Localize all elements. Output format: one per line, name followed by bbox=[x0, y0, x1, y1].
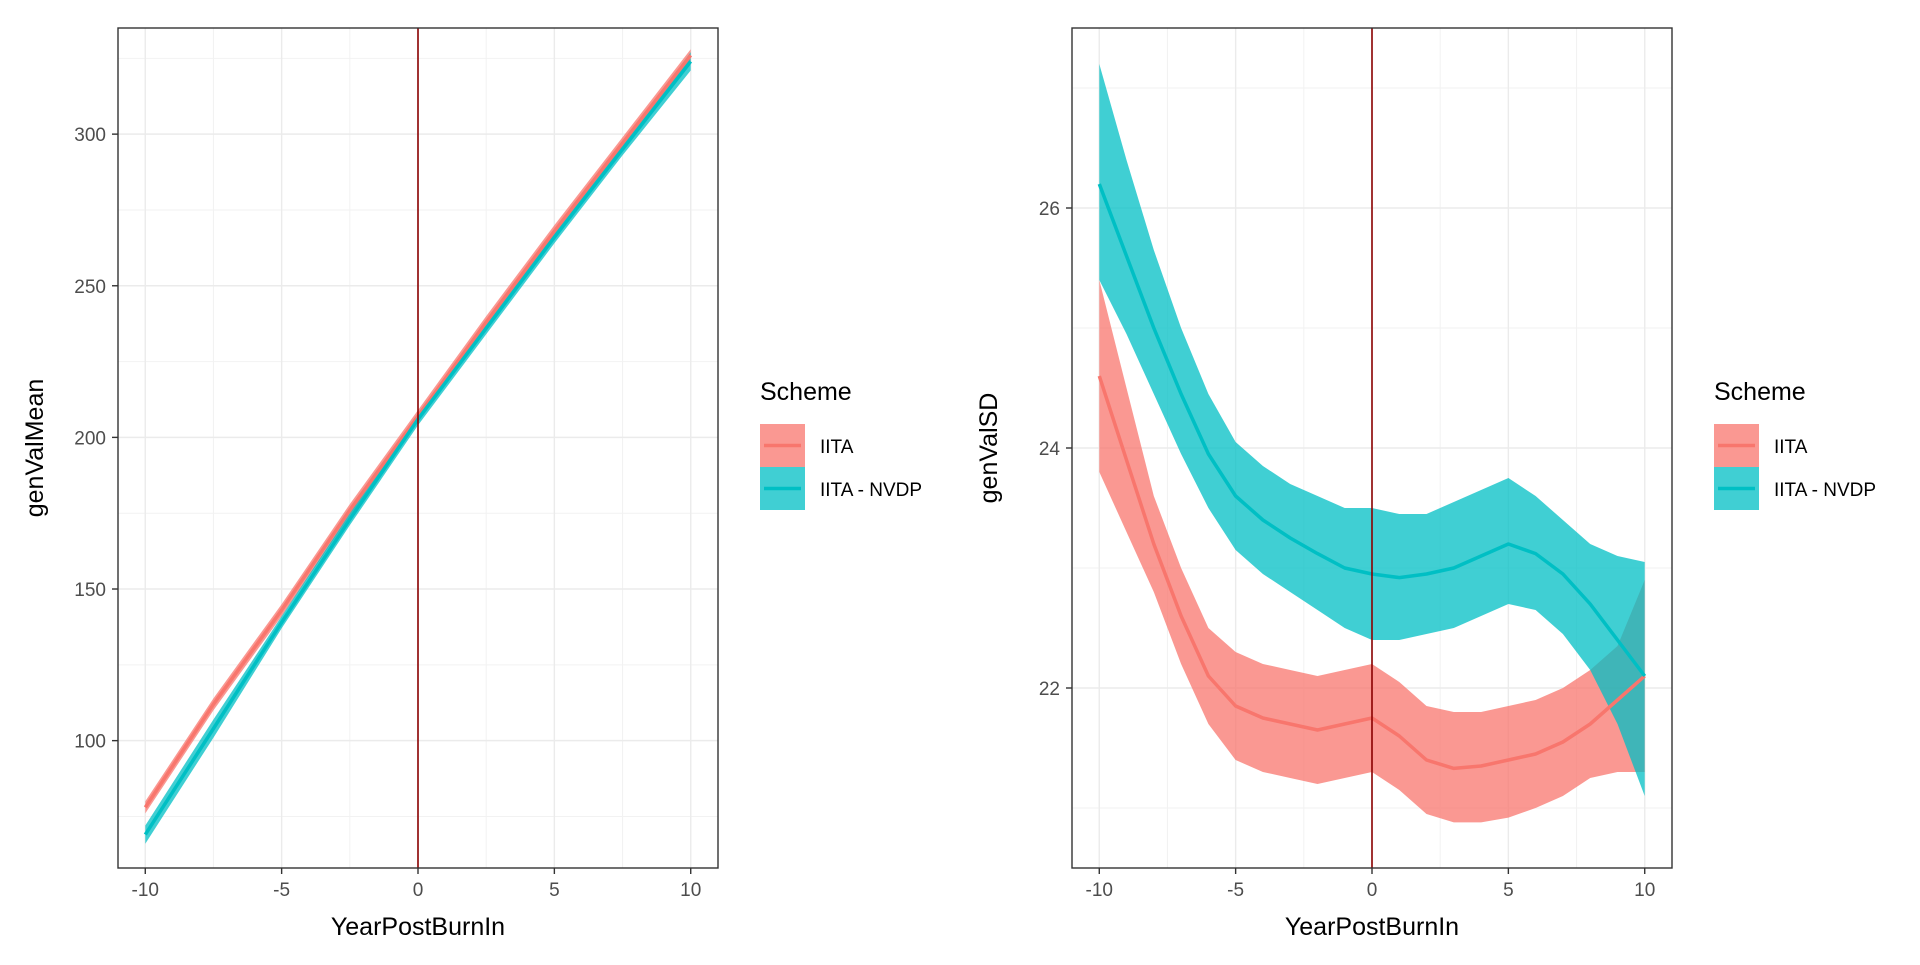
legend-label-iita: IITA bbox=[820, 437, 854, 458]
panel-genvalsd: -10 -5 0 5 10 22 24 26 YearPostBurnIn genValSD Sch… bbox=[975, 27, 1876, 941]
x-tick-label: 0 bbox=[1367, 880, 1378, 901]
x-tick-label: 10 bbox=[1634, 880, 1655, 901]
y-tick-label: 22 bbox=[1039, 679, 1060, 700]
y-axis-title: genValMean bbox=[21, 379, 49, 518]
ribbon-iita-nvdp bbox=[1099, 64, 1645, 796]
x-tick-label: -10 bbox=[1086, 880, 1113, 901]
x-axis-title: YearPostBurnIn bbox=[1285, 913, 1459, 941]
legend-label-iita-nvdp: IITA - NVDP bbox=[820, 480, 922, 501]
y-tick-label: 250 bbox=[74, 277, 106, 298]
x-tick-label: -5 bbox=[273, 880, 290, 901]
y-tick-label: 150 bbox=[74, 580, 106, 601]
y-tick-label: 100 bbox=[74, 732, 106, 753]
y-axis-title: genValSD bbox=[975, 393, 1003, 504]
legend-label-iita: IITA bbox=[1774, 437, 1808, 458]
x-tick-label: -5 bbox=[1227, 880, 1244, 901]
legend-title: Scheme bbox=[1714, 378, 1806, 406]
legend-label-iita-nvdp: IITA - NVDP bbox=[1774, 480, 1876, 501]
x-tick-label: 5 bbox=[1503, 880, 1514, 901]
y-tick-label: 24 bbox=[1039, 439, 1061, 460]
x-axis-title: YearPostBurnIn bbox=[331, 913, 505, 941]
panel-genvalmean: -10 -5 0 5 10 100 150 200 250 300 YearPostBurnIn ge… bbox=[21, 27, 922, 941]
legend-title: Scheme bbox=[760, 378, 852, 406]
y-tick-label: 26 bbox=[1039, 199, 1060, 220]
x-tick-label: 5 bbox=[549, 880, 560, 901]
y-tick-label: 200 bbox=[74, 428, 106, 449]
x-tick-label: 0 bbox=[413, 880, 424, 901]
x-tick-label: -10 bbox=[132, 880, 159, 901]
ribbon-iita bbox=[1099, 280, 1645, 823]
y-tick-label: 300 bbox=[74, 125, 106, 146]
x-tick-label: 10 bbox=[680, 880, 701, 901]
